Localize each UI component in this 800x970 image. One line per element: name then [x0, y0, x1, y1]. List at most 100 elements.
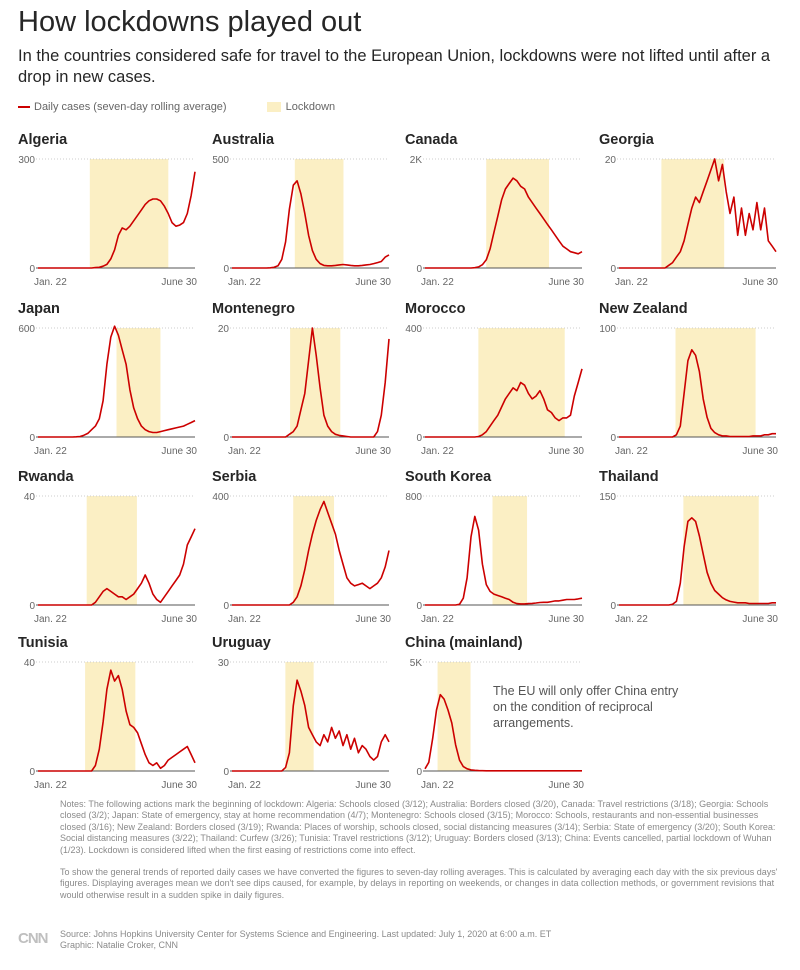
y-zero-label: 0	[223, 264, 229, 275]
page-subtitle: In the countries considered safe for tra…	[18, 47, 771, 86]
chart-new-zealand: New Zealand 100 0 Jan. 22 June 30	[599, 301, 778, 457]
y-max-label: 30	[218, 658, 230, 669]
y-max-label: 600	[18, 324, 35, 335]
series-line	[232, 679, 390, 772]
y-zero-label: 0	[610, 264, 616, 275]
country-name: Montenegro	[212, 301, 295, 317]
legend-line-label: Daily cases (seven-day rolling average)	[34, 101, 227, 113]
chart-georgia: Georgia 20 0 Jan. 22 June 30	[599, 132, 778, 288]
y-zero-label: 0	[416, 767, 422, 778]
y-max-label: 20	[218, 324, 230, 335]
cnn-logo: CNN	[18, 930, 48, 947]
x-end-label: June 30	[355, 614, 391, 625]
x-end-label: June 30	[161, 780, 197, 791]
notes-lockdown: Notes: The following actions mark the be…	[60, 799, 776, 855]
country-name: Serbia	[212, 469, 257, 485]
x-end-label: June 30	[548, 277, 584, 288]
series-line	[232, 500, 390, 606]
chart-south-korea: South Korea 800 0 Jan. 22 June 30	[405, 469, 584, 625]
chart-australia: Australia 500 0 Jan. 22 June 30	[212, 132, 391, 288]
series-line	[38, 171, 196, 269]
lockdown-band	[661, 159, 725, 268]
legend-lockdown-swatch	[266, 102, 281, 112]
chart-rwanda: Rwanda 40 0 Jan. 22 June 30	[18, 469, 197, 625]
y-zero-label: 0	[610, 601, 616, 612]
x-start-label: Jan. 22	[228, 277, 261, 288]
notes-averages: To show the general trends of reported d…	[60, 867, 778, 900]
series-line	[425, 368, 583, 438]
chart-tunisia: Tunisia 40 0 Jan. 22 June 30	[18, 635, 197, 791]
series-line	[619, 348, 776, 438]
china-note: The EU will only offer China entry on th…	[493, 684, 679, 730]
x-start-label: Jan. 22	[421, 614, 454, 625]
lockdown-band	[86, 496, 137, 605]
country-name: South Korea	[405, 469, 492, 485]
y-max-label: 400	[212, 492, 229, 503]
y-zero-label: 0	[29, 601, 35, 612]
series-line	[425, 515, 583, 606]
lockdown-band	[492, 496, 528, 605]
y-zero-label: 0	[29, 264, 35, 275]
y-zero-label: 0	[223, 601, 229, 612]
lockdown-band	[89, 159, 169, 268]
y-max-label: 150	[599, 492, 616, 503]
country-name: Uruguay	[212, 635, 271, 651]
country-name: Australia	[212, 132, 275, 148]
lockdown-band	[486, 159, 550, 268]
x-end-label: June 30	[742, 614, 778, 625]
legend: Daily cases (seven-day rolling average) …	[18, 101, 335, 113]
y-max-label: 5K	[410, 658, 423, 669]
legend-lockdown-label: Lockdown	[285, 101, 336, 113]
x-start-label: Jan. 22	[34, 780, 67, 791]
country-name: New Zealand	[599, 301, 688, 317]
x-end-label: June 30	[548, 780, 584, 791]
source-text: Source: Johns Hopkins University Center …	[60, 929, 552, 939]
y-max-label: 400	[405, 324, 422, 335]
x-start-label: Jan. 22	[34, 614, 67, 625]
y-zero-label: 0	[223, 433, 229, 444]
lockdown-band	[683, 496, 759, 605]
chart-japan: Japan 600 0 Jan. 22 June 30	[18, 301, 197, 457]
x-end-label: June 30	[355, 277, 391, 288]
series-line	[232, 180, 390, 269]
lockdown-band	[437, 662, 471, 771]
x-end-label: June 30	[742, 446, 778, 457]
country-name: Georgia	[599, 132, 655, 148]
series-line	[38, 669, 196, 772]
x-end-label: June 30	[355, 446, 391, 457]
y-zero-label: 0	[223, 767, 229, 778]
chart-morocco: Morocco 400 0 Jan. 22 June 30	[405, 301, 584, 457]
country-name: Tunisia	[18, 635, 69, 651]
y-zero-label: 0	[29, 767, 35, 778]
x-end-label: June 30	[161, 277, 197, 288]
x-start-label: Jan. 22	[34, 446, 67, 457]
lockdown-band	[675, 328, 756, 437]
x-start-label: Jan. 22	[228, 780, 261, 791]
y-max-label: 100	[599, 324, 616, 335]
x-end-label: June 30	[742, 277, 778, 288]
y-max-label: 800	[405, 492, 422, 503]
chart-montenegro: Montenegro 20 0 Jan. 22 June 30	[212, 301, 391, 457]
series-line	[619, 516, 776, 606]
y-zero-label: 0	[610, 433, 616, 444]
y-max-label: 40	[24, 658, 36, 669]
series-line	[619, 158, 777, 269]
chart-uruguay: Uruguay 30 0 Jan. 22 June 30	[212, 635, 391, 791]
country-name: Canada	[405, 132, 458, 148]
chart-serbia: Serbia 400 0 Jan. 22 June 30	[212, 469, 391, 625]
country-name: Rwanda	[18, 469, 75, 485]
x-start-label: Jan. 22	[34, 277, 67, 288]
series-line	[424, 693, 582, 772]
chart-thailand: Thailand 150 0 Jan. 22 June 30	[599, 469, 778, 625]
y-max-label: 20	[605, 155, 617, 166]
chart-canada: Canada 2K 0 Jan. 22 June 30	[405, 132, 584, 288]
y-max-label: 500	[212, 155, 229, 166]
lockdown-band	[294, 159, 344, 268]
y-zero-label: 0	[29, 433, 35, 444]
series-line	[38, 325, 196, 438]
x-start-label: Jan. 22	[228, 446, 261, 457]
x-start-label: Jan. 22	[421, 277, 454, 288]
x-end-label: June 30	[548, 614, 584, 625]
x-start-label: Jan. 22	[421, 446, 454, 457]
